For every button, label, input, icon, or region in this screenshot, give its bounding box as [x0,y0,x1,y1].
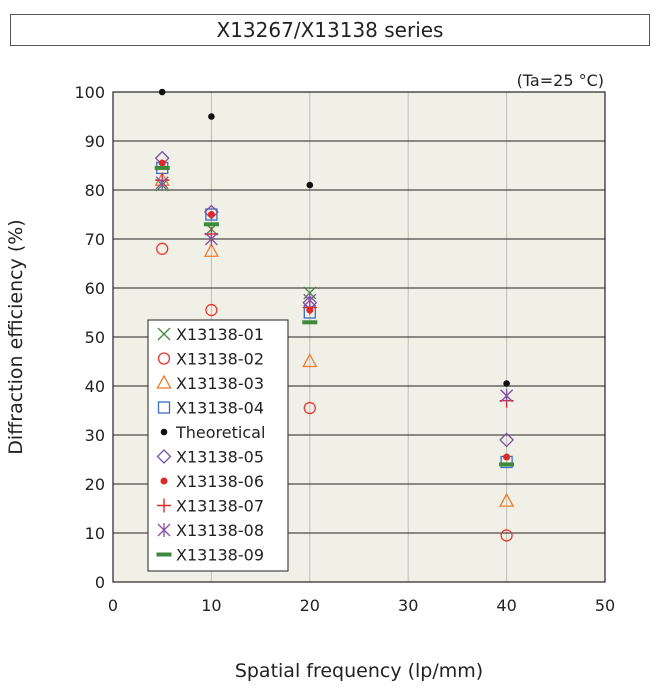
data-point [156,242,169,255]
x-tick-label: 50 [595,596,615,615]
series-x13138-02 [156,242,513,542]
condition-annotation: (Ta=25 °C) [517,71,604,90]
data-point [499,432,515,448]
data-point [503,380,510,387]
y-tick-label: 10 [85,524,105,543]
legend-label: X13138-05 [176,448,264,467]
y-tick-label: 80 [85,181,105,200]
x-tick-label: 10 [201,596,221,615]
series-x13138-08 [155,175,514,403]
data-point [303,401,316,415]
series-x13138-06 [158,159,511,461]
legend-marker [156,449,172,464]
y-tick-label: 30 [85,426,105,445]
legend-marker [157,352,171,365]
y-tick-label: 0 [95,573,105,592]
data-point [205,303,218,317]
y-axis-label: Diffraction efficiency (%) [5,219,27,454]
data-point [203,222,219,227]
legend-marker [157,523,171,537]
data-point [302,353,318,368]
chart-title: X13267/X13138 series [10,14,650,46]
data-point [204,232,218,246]
legend-marker [160,428,168,436]
legend-marker [157,327,171,341]
legend-label: X13138-02 [176,350,264,369]
legend-box [147,319,289,572]
x-tick-label: 20 [300,596,320,615]
y-tick-label: 20 [85,475,105,494]
x-tick-label: 0 [108,596,118,615]
legend: X13138-01 X13138-02 X13138-03 X13138-04 Theo… [147,319,289,572]
legend-label: X13138-04 [176,399,264,418]
legend-label: X13138-03 [176,374,264,393]
legend-label: X13138-09 [176,546,264,565]
data-point [499,492,515,507]
legend-label: X13138-01 [176,325,264,344]
x-tick-label: 30 [398,596,418,615]
legend-marker [157,401,171,414]
data-point [302,320,318,325]
data-point [154,165,170,170]
data-point [203,242,219,257]
x-tick-label: 40 [496,596,516,615]
data-point [499,462,515,467]
y-tick-label: 70 [85,230,105,249]
data-point [500,529,513,542]
data-point [207,211,215,218]
series-theoretical [158,88,510,387]
y-tick-label: 40 [85,377,105,396]
legend-marker [160,477,168,485]
legend-label: X13138-06 [176,472,264,491]
y-tick-label: 90 [85,132,105,151]
legend-label: X13138-08 [176,521,264,540]
legend-marker [156,552,172,557]
plot-frame [112,91,606,583]
data-point [306,181,314,189]
y-tick-label: 60 [85,279,105,298]
y-tick-label: 50 [85,328,105,347]
y-tick-label: 100 [74,83,105,102]
data-point [158,159,166,167]
data-point [203,204,219,220]
data-point [500,388,514,403]
legend-label: X13138-07 [176,497,264,516]
data-point [208,113,215,120]
data-point [205,208,218,221]
data-point [155,175,169,190]
data-point [303,293,317,308]
data-point [503,453,511,461]
legend-marker [156,374,172,389]
legend-marker [157,498,171,513]
legend-label: Theoretical [175,423,265,442]
x-axis-label: Spatial frequency (lp/mm) [235,660,483,682]
data-point [158,88,166,96]
series-x13138-09 [154,165,515,467]
